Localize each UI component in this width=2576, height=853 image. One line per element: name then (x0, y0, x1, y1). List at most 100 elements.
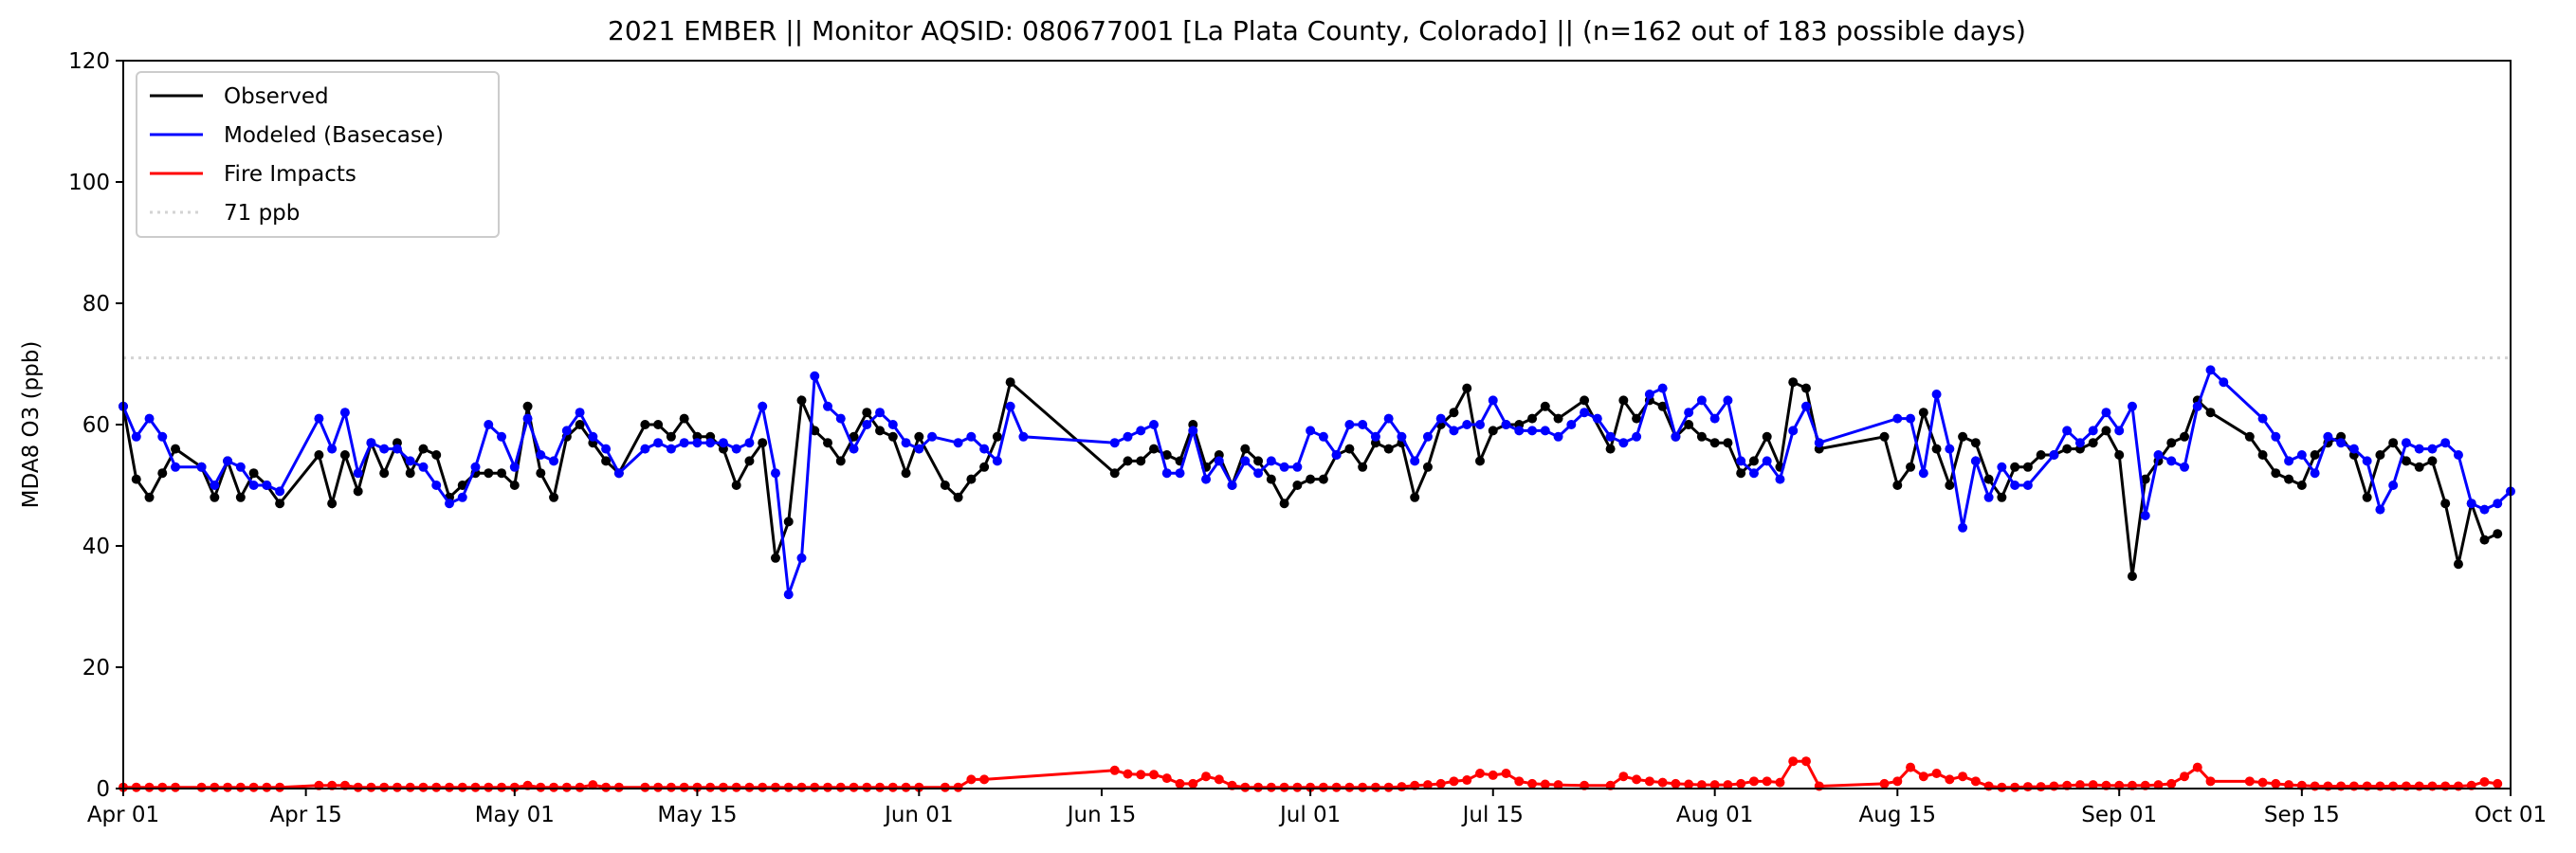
x-tick-label: Aug 01 (1676, 803, 1754, 827)
data-point-modeled-basecase (353, 468, 363, 479)
data-point-modeled-basecase (2114, 426, 2125, 436)
data-point-observed (157, 468, 168, 479)
data-point-observed (1696, 431, 1707, 442)
data-point-observed (1983, 474, 1994, 484)
data-point-observed (1580, 395, 1590, 406)
data-point-observed (1383, 444, 1394, 454)
data-point-fire-impacts (210, 782, 220, 792)
data-point-modeled-basecase (796, 553, 807, 563)
data-point-observed (2036, 450, 2046, 460)
data-point-observed (2453, 559, 2463, 570)
data-point-observed (1240, 444, 1251, 454)
data-point-modeled-basecase (1696, 395, 1707, 406)
data-point-modeled-basecase (1566, 420, 1577, 429)
data-point-fire-impacts (666, 782, 676, 792)
data-point-modeled-basecase (1488, 395, 1498, 406)
data-point-modeled-basecase (1644, 390, 1654, 399)
data-point-fire-impacts (2479, 776, 2490, 787)
data-point-fire-impacts (248, 782, 259, 792)
data-point-observed (1279, 499, 1289, 509)
data-point-modeled-basecase (1161, 468, 1172, 479)
data-point-fire-impacts (1292, 782, 1303, 792)
data-point-observed (1632, 413, 1642, 424)
data-point-observed (1318, 474, 1328, 484)
y-tick-label: 80 (82, 292, 110, 317)
data-point-observed (2388, 438, 2399, 448)
data-point-modeled-basecase (248, 481, 259, 490)
x-tick-label: Oct 01 (2475, 803, 2547, 827)
data-point-modeled-basecase (679, 438, 689, 448)
data-point-fire-impacts (1918, 771, 1928, 782)
data-point-fire-impacts (1344, 782, 1355, 792)
data-point-modeled-basecase (1306, 426, 1316, 436)
y-tick-label: 20 (82, 656, 110, 681)
data-point-modeled-basecase (1945, 444, 1955, 454)
data-point-observed (1540, 401, 1550, 411)
data-point-fire-impacts (1671, 778, 1681, 789)
data-point-modeled-basecase (549, 456, 559, 466)
data-point-modeled-basecase (875, 408, 886, 418)
data-point-modeled-basecase (1383, 413, 1394, 424)
data-point-modeled-basecase (392, 444, 402, 454)
data-point-modeled-basecase (1723, 395, 1733, 406)
data-point-fire-impacts (875, 782, 886, 792)
data-point-fire-impacts (744, 782, 755, 792)
data-point-modeled-basecase (1175, 468, 1185, 479)
data-point-fire-impacts (1474, 769, 1485, 778)
data-point-observed (992, 431, 1002, 442)
data-point-observed (2310, 450, 2320, 460)
data-point-fire-impacts (418, 782, 429, 792)
data-point-fire-impacts (275, 782, 285, 792)
data-point-modeled-basecase (2375, 504, 2385, 515)
data-point-observed (666, 431, 676, 442)
data-point-modeled-basecase (405, 456, 415, 466)
data-point-fire-impacts (2244, 776, 2255, 787)
data-point-modeled-basecase (1514, 426, 1525, 436)
data-point-modeled-basecase (1397, 431, 1407, 442)
data-point-observed (339, 450, 350, 460)
data-point-observed (2180, 431, 2190, 442)
data-point-modeled-basecase (2219, 377, 2229, 388)
data-point-observed (770, 553, 780, 563)
data-point-observed (953, 492, 963, 502)
data-point-modeled-basecase (262, 481, 272, 490)
data-point-modeled-basecase (1788, 426, 1799, 436)
data-point-fire-impacts (1136, 770, 1146, 780)
data-point-observed (2479, 535, 2490, 545)
data-point-modeled-basecase (1892, 413, 1903, 424)
data-point-observed (796, 395, 807, 406)
data-point-modeled-basecase (2284, 456, 2294, 466)
data-point-observed (171, 444, 181, 454)
data-point-observed (1553, 413, 1563, 424)
data-point-fire-impacts (2284, 780, 2294, 790)
data-point-observed (1161, 450, 1172, 460)
data-point-modeled-basecase (849, 444, 859, 454)
data-point-modeled-basecase (783, 590, 794, 600)
data-point-observed (1906, 462, 1916, 472)
data-point-fire-impacts (1149, 770, 1160, 780)
data-point-modeled-basecase (1005, 401, 1015, 411)
data-point-observed (1292, 481, 1303, 490)
data-point-fire-impacts (536, 782, 546, 792)
data-point-fire-impacts (914, 782, 924, 792)
data-point-observed (1931, 444, 1942, 454)
data-point-observed (210, 492, 220, 502)
data-point-modeled-basecase (2493, 499, 2503, 509)
data-point-fire-impacts (862, 782, 872, 792)
data-point-modeled-basecase (327, 444, 338, 454)
data-point-fire-impacts (1644, 776, 1654, 787)
data-point-modeled-basecase (1474, 420, 1485, 429)
data-point-observed (549, 492, 559, 502)
data-point-modeled-basecase (1918, 468, 1928, 479)
data-point-observed (1709, 438, 1720, 448)
data-point-modeled-basecase (835, 413, 846, 424)
data-point-fire-impacts (575, 782, 585, 792)
data-point-fire-impacts (1775, 777, 1785, 788)
data-point-modeled-basecase (1449, 426, 1459, 436)
data-point-modeled-basecase (2440, 438, 2451, 448)
data-point-modeled-basecase (1501, 420, 1511, 429)
data-point-modeled-basecase (2362, 456, 2372, 466)
data-point-fire-impacts (1800, 756, 1811, 767)
data-point-observed (327, 499, 338, 509)
data-point-fire-impacts (2271, 778, 2281, 789)
